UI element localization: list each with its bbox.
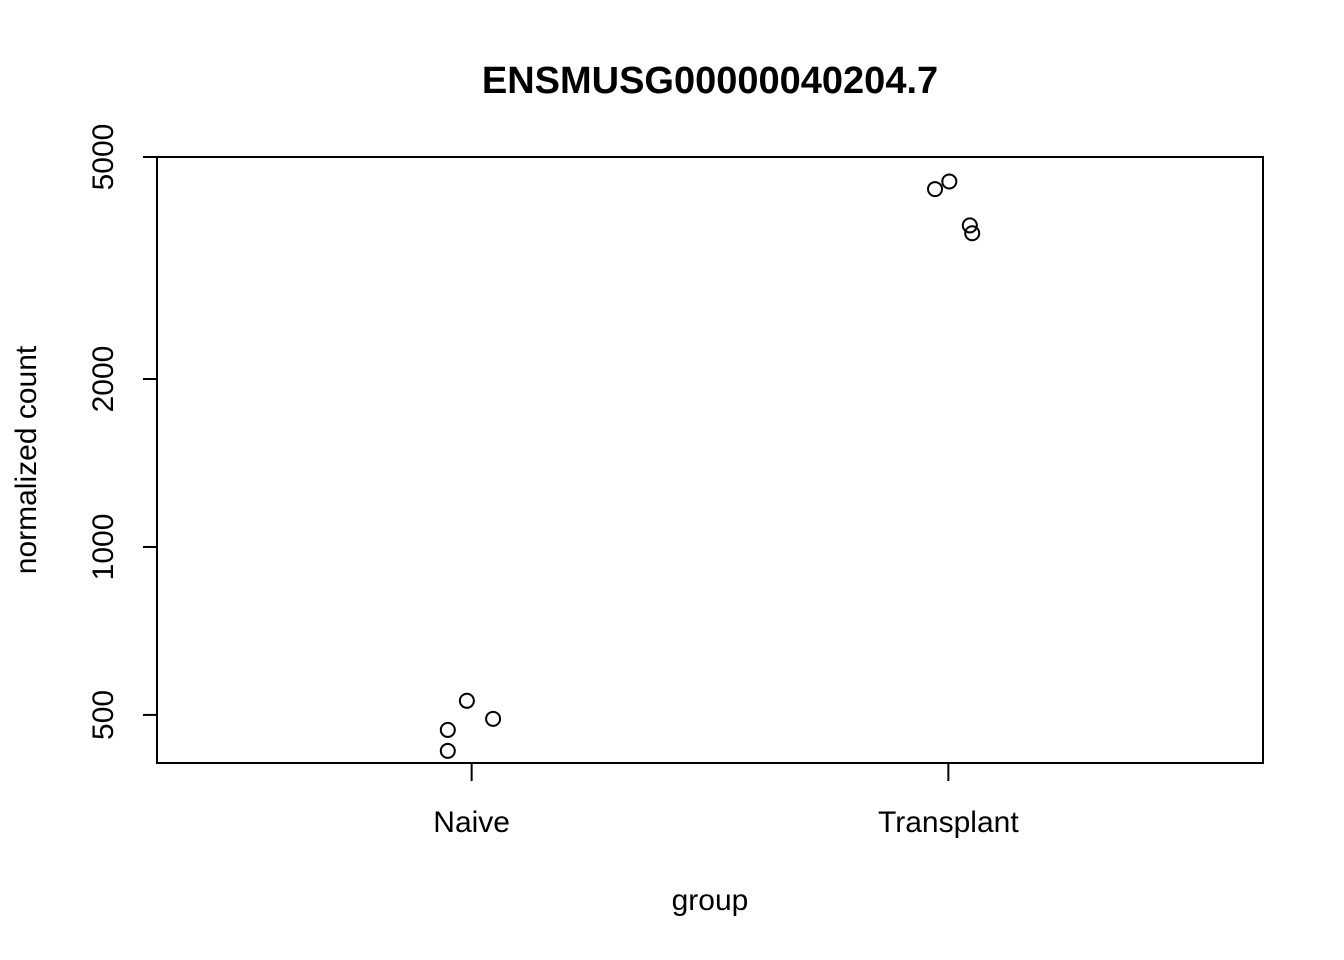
y-tick-label: 1000 (87, 514, 120, 581)
data-points (439, 173, 981, 759)
chart-title: ENSMUSG00000040204.7 (482, 60, 938, 102)
y-axis-label: normalized count (10, 345, 43, 574)
plot-frame (156, 156, 1264, 764)
y-tick-label: 2000 (87, 346, 120, 413)
x-tick-label: Transplant (878, 806, 1019, 839)
y-tick-label: 500 (87, 690, 120, 740)
data-point (964, 225, 981, 242)
data-point (927, 181, 944, 198)
data-point (961, 217, 978, 234)
x-axis: Naive Transplant (433, 763, 1019, 839)
x-tick-label: Naive (433, 806, 510, 839)
x-axis-label: group (672, 884, 749, 917)
y-tick-label: 5000 (87, 124, 120, 191)
data-point (458, 692, 475, 709)
data-point (485, 710, 502, 727)
data-point (439, 742, 456, 759)
data-point (941, 173, 958, 190)
y-axis: 500 1000 2000 5000 (87, 124, 157, 740)
data-point (439, 721, 456, 738)
